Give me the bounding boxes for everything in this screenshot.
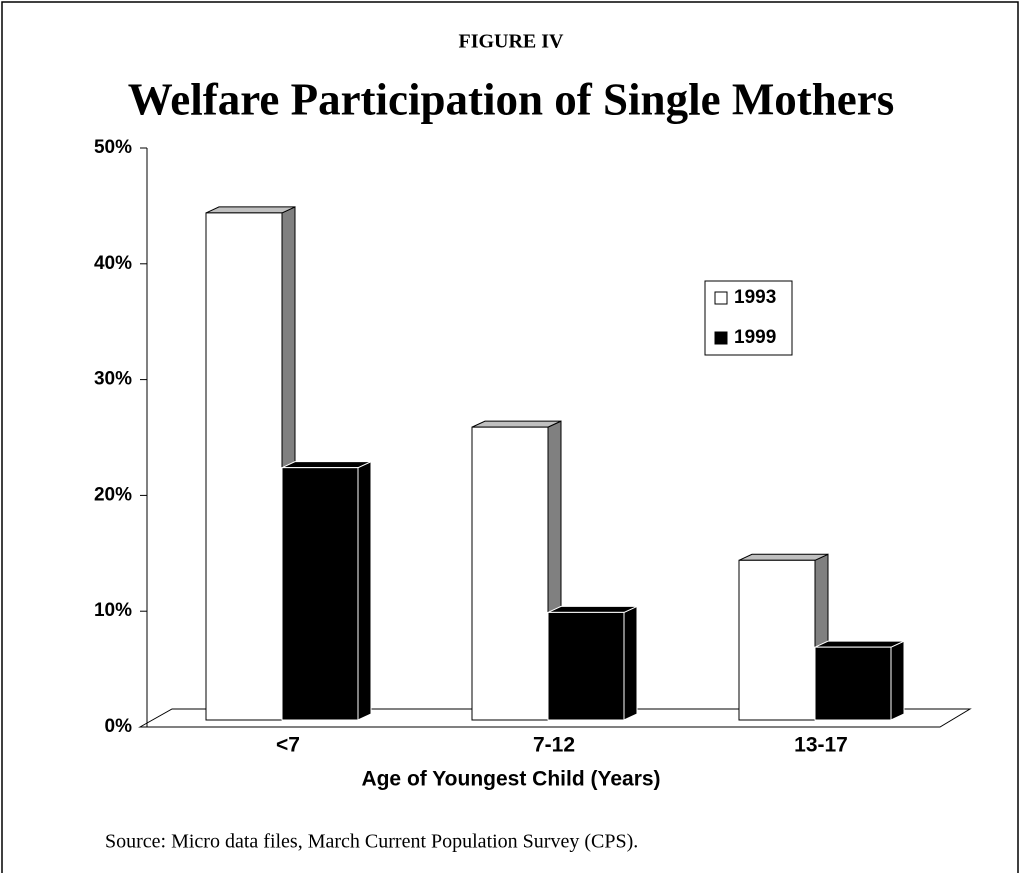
bar-top [738, 553, 829, 561]
bar-side [890, 640, 905, 721]
bar [205, 212, 283, 721]
y-tick-label: 30% [94, 369, 132, 390]
bar-top [471, 420, 562, 428]
chart-title: Welfare Participation of Single Mothers [128, 74, 895, 124]
y-tick-label: 0% [105, 716, 133, 737]
y-tick-label: 20% [94, 484, 132, 505]
bar-top [814, 640, 905, 648]
source-note: Source: Micro data files, March Current … [105, 831, 638, 853]
bar-top [547, 605, 638, 613]
bar [471, 426, 549, 721]
bar [547, 611, 625, 721]
bar [738, 559, 816, 721]
legend-label: 1993 [734, 287, 776, 308]
bar [281, 467, 359, 721]
bar [814, 646, 892, 721]
y-tick-label: 10% [94, 600, 132, 621]
bar-side [623, 605, 638, 721]
bar-top [205, 206, 296, 214]
legend-swatch [714, 331, 728, 345]
legend-swatch [714, 291, 728, 305]
legend-label: 1999 [734, 327, 776, 348]
y-tick-label: 40% [94, 253, 132, 274]
figure-label: FIGURE IV [458, 31, 564, 53]
bar-side [357, 460, 372, 721]
x-tick-label: 7-12 [533, 734, 575, 757]
bar-top [281, 461, 372, 469]
y-tick-label: 50% [94, 137, 132, 158]
x-tick-label: <7 [276, 734, 300, 757]
x-axis-label: Age of Youngest Child (Years) [361, 768, 660, 791]
x-tick-label: 13-17 [794, 734, 848, 757]
